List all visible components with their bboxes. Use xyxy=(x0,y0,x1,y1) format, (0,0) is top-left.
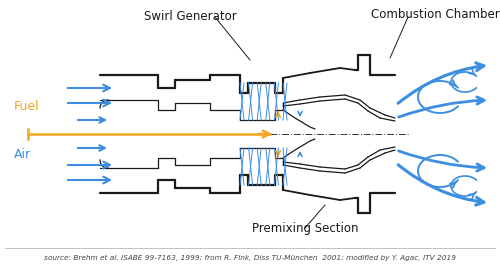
Text: Air: Air xyxy=(14,148,31,162)
Text: Fuel: Fuel xyxy=(14,100,40,114)
Text: Swirl Generator: Swirl Generator xyxy=(144,10,236,23)
Text: Combustion Chamber: Combustion Chamber xyxy=(370,8,500,21)
Text: Premixing Section: Premixing Section xyxy=(252,222,358,235)
Text: source: Brehm et al. ISABE 99-7163, 1999; from R. Fink, Diss TU-München  2001; m: source: Brehm et al. ISABE 99-7163, 1999… xyxy=(44,255,456,261)
